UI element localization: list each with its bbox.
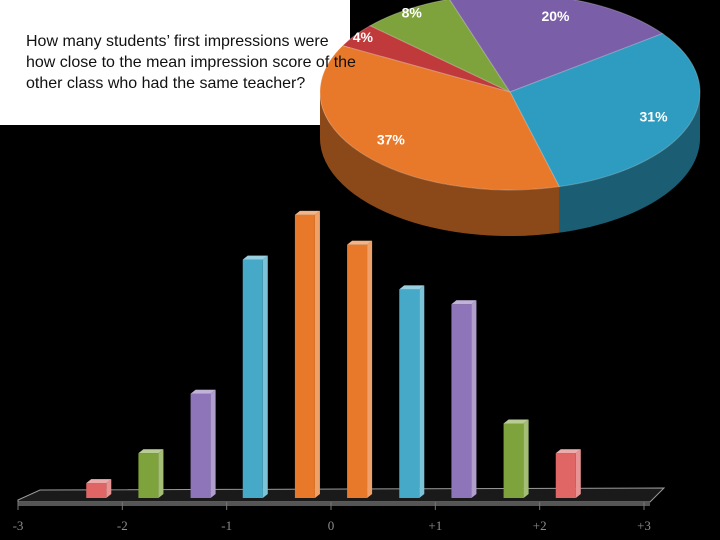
bar-side: [314, 210, 320, 498]
bar-side-shade: [210, 389, 216, 498]
bar-top: [242, 255, 268, 260]
bar: [138, 453, 159, 498]
bar-top-shade: [138, 449, 164, 454]
bar-top-shade: [451, 300, 477, 305]
bar-floor-edge: [18, 502, 650, 506]
bar-top: [555, 449, 581, 454]
slice-label: 31%: [640, 108, 669, 124]
x-tick-label: +1: [428, 518, 442, 533]
x-tick-label: 0: [328, 518, 335, 533]
bar-side: [106, 479, 112, 498]
bar-floor: [17, 487, 666, 503]
slice: [449, 0, 664, 93]
slice: [509, 33, 701, 188]
bar-side-shade: [367, 240, 373, 498]
bar-side-shade: [419, 285, 425, 498]
pie-chart: 4% 8% 20% 31% 37%: [319, 0, 701, 236]
bar-top-shade: [555, 449, 581, 454]
slice-side-shade: [559, 92, 700, 233]
bar-side: [575, 449, 581, 498]
bar: [190, 393, 211, 498]
x-tick-label: +2: [533, 518, 547, 533]
slice: [341, 25, 511, 93]
bar-top: [451, 300, 477, 305]
bar-side-shade: [262, 255, 268, 498]
x-tick-label: +3: [637, 518, 651, 533]
bar-side-shade: [523, 419, 529, 498]
question-text: How many students’ first impressions wer…: [26, 33, 356, 92]
x-tick-label: -1: [221, 518, 232, 533]
bar-side: [523, 419, 529, 498]
bar-top-shade: [86, 479, 112, 484]
bar-top: [294, 210, 320, 215]
bar: [242, 259, 263, 498]
slice-label: 20%: [541, 8, 570, 24]
bar: [86, 483, 107, 498]
slice-label: 4%: [353, 29, 374, 45]
bar: [503, 423, 524, 498]
bar-top-shade: [294, 210, 320, 215]
slice-side: [559, 92, 700, 233]
bar-side-shade: [314, 210, 320, 498]
text-backdrop: [0, 0, 350, 125]
bar-side: [367, 240, 373, 498]
bar-side: [158, 449, 164, 498]
bar-top-shade: [503, 419, 529, 424]
bar: [451, 304, 472, 498]
slice-side-shade: [320, 92, 560, 236]
bar-top: [190, 389, 216, 394]
bar-top: [347, 240, 373, 245]
bar-top-shade: [242, 255, 268, 260]
slice-label: 8%: [402, 5, 423, 21]
bar-side: [471, 300, 477, 498]
slice-side: [320, 92, 560, 236]
bar-side-shade: [471, 300, 477, 498]
bar-chart: -3 -2 -1 0 +1 +2 +3: [13, 210, 651, 533]
bar-top-shade: [347, 240, 373, 245]
slice: [369, 0, 512, 94]
bar: [294, 214, 315, 498]
bar-side-shade: [575, 449, 581, 498]
bar-top: [86, 479, 112, 484]
bar-top: [138, 449, 164, 454]
bar-top-shade: [399, 285, 425, 290]
slice-label: 37%: [377, 131, 406, 147]
bar: [555, 453, 576, 498]
bar-side-shade: [158, 449, 164, 498]
bar-top-shade: [190, 389, 216, 394]
bar-side: [210, 389, 216, 498]
bar-top: [399, 285, 425, 290]
bar-side-shade: [106, 479, 112, 498]
bar: [347, 244, 368, 498]
bar-side: [419, 285, 425, 498]
bar-top: [503, 419, 529, 424]
x-tick-label: -2: [117, 518, 128, 533]
bar-side: [262, 255, 268, 498]
bar: [399, 289, 420, 498]
x-tick-label: -3: [13, 518, 24, 533]
slice: [319, 45, 560, 191]
